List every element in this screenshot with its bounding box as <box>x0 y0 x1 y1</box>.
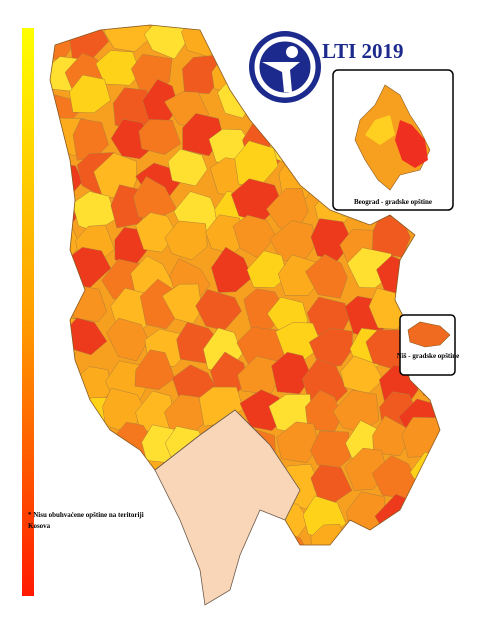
municipality <box>69 74 111 114</box>
municipality <box>275 322 323 360</box>
footnote-line: * Nisu obuhvaćene opštine na teritoriji <box>28 511 144 519</box>
logo-ring <box>254 36 316 98</box>
municipality <box>103 25 155 52</box>
municipality <box>68 366 113 402</box>
municipality <box>381 515 421 545</box>
belgrade-center <box>395 120 428 168</box>
municipality <box>271 351 312 395</box>
municipality <box>444 458 487 500</box>
municipality <box>337 534 380 545</box>
footnote-line: Kosova <box>28 522 51 530</box>
kosovo-area <box>154 409 301 606</box>
color-scale <box>22 28 34 596</box>
logo-head <box>286 46 298 58</box>
municipality <box>167 148 208 187</box>
municipality <box>310 524 348 545</box>
municipality <box>50 389 68 426</box>
municipality <box>211 52 256 97</box>
municipality <box>95 50 141 86</box>
municipality <box>420 259 440 300</box>
nis-label: Niš - gradske opštine <box>397 352 459 360</box>
municipality <box>134 349 176 390</box>
municipality <box>443 6 485 50</box>
municipality <box>65 420 102 466</box>
municipality <box>74 532 114 545</box>
municipality <box>144 25 189 60</box>
municipality <box>276 421 319 463</box>
belgrade-label: Beograd - gradske opštine <box>354 198 432 206</box>
municipality <box>138 119 181 155</box>
municipality <box>161 283 203 324</box>
municipality <box>308 327 353 369</box>
municipality <box>50 193 77 233</box>
municipality <box>305 253 348 299</box>
municipality <box>50 352 76 396</box>
municipality <box>444 229 486 264</box>
municipality <box>50 250 74 295</box>
municipality <box>246 250 288 289</box>
municipality <box>413 215 440 256</box>
logo <box>249 31 321 103</box>
municipality <box>211 246 253 293</box>
municipality <box>106 317 149 362</box>
title: LTI 2019 <box>322 39 404 63</box>
municipality <box>416 529 440 545</box>
municipality <box>139 537 184 545</box>
serbia-outline <box>49 24 441 546</box>
municipality <box>449 494 489 540</box>
municipality <box>407 25 440 70</box>
municipality <box>50 282 73 327</box>
municipality <box>448 182 489 222</box>
nis-map <box>407 321 451 348</box>
municipality <box>442 423 483 464</box>
municipality <box>439 390 440 435</box>
municipality <box>372 415 410 457</box>
municipality <box>50 451 81 493</box>
municipality <box>448 261 489 306</box>
municipality <box>446 534 489 577</box>
belgrade-cell <box>365 115 395 145</box>
municipality <box>63 458 108 498</box>
municipality <box>107 530 146 545</box>
municipality <box>164 220 208 261</box>
municipality <box>406 493 440 534</box>
logo-figure <box>262 62 300 92</box>
municipality <box>107 449 150 497</box>
municipality <box>50 423 84 457</box>
municipality <box>135 212 177 253</box>
